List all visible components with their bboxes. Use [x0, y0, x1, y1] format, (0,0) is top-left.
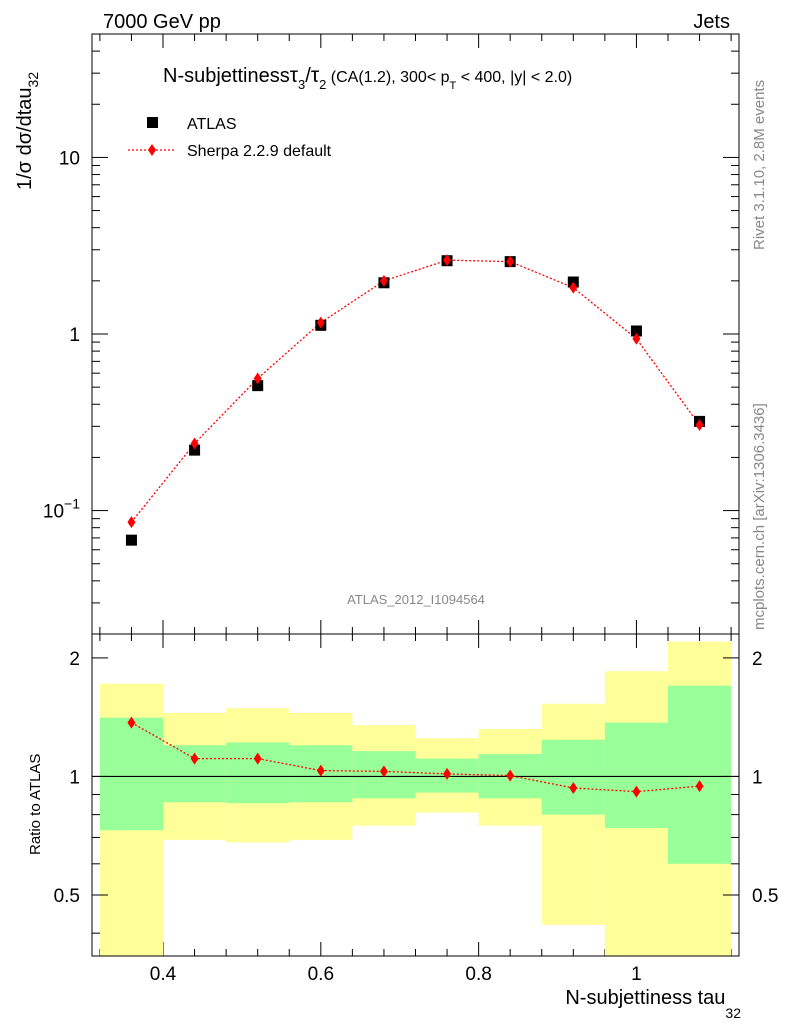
atlas-data-point	[125, 534, 137, 546]
ratio-sherpa-point	[632, 785, 641, 798]
title-cond: (CA(1.2), 300< p	[326, 69, 449, 86]
x-tick-label: 1	[631, 964, 642, 985]
atlas-data-point	[189, 444, 201, 456]
header-left-label: 7000 GeV pp	[103, 11, 221, 33]
legend-sherpa-marker	[148, 144, 156, 156]
title-main: N-subjettiness	[163, 65, 290, 87]
legend-sherpa-label: Sherpa 2.2.9 default	[187, 143, 332, 160]
sherpa-data-point	[316, 316, 325, 329]
mcplots-reference-label: mcplots.cern.ch [arXiv:1306.3436]	[751, 403, 768, 630]
ratio-sherpa-point	[316, 764, 325, 777]
sherpa-data-point	[506, 255, 515, 268]
ratio-sherpa-line	[131, 722, 700, 793]
sherpa-data-point	[443, 254, 452, 267]
title-cond2: < 400, |y| < 2.0)	[456, 69, 572, 86]
legend: ATLAS Sherpa 2.2.9 default	[128, 116, 332, 160]
tick-label-exponent: −1	[64, 496, 80, 512]
sherpa-data-point	[253, 372, 262, 385]
sherpa-data-point	[695, 419, 704, 432]
ratio-sherpa-point	[695, 780, 704, 793]
ratio-y-tick-label: 2	[69, 649, 80, 670]
header-right-label: Jets	[693, 11, 730, 33]
legend-atlas-marker	[147, 117, 158, 128]
ratio-sherpa-point	[127, 716, 136, 729]
sherpa-data-point	[379, 274, 388, 287]
ratio-sherpa-point	[569, 781, 578, 794]
title-sym-a: τ	[290, 64, 299, 87]
ratio-panel: 0.4 0.6 0.8 1 0.5 0.5 1 1 2 2	[54, 641, 778, 985]
main-y-label-sub: 32	[25, 72, 41, 88]
inner-uncertainty-band	[99, 717, 164, 831]
x-axis-label: N-subjettiness tau32	[565, 987, 741, 1021]
ratio-y-tick-label-right: 0.5	[752, 886, 778, 907]
main-y-label-text: 1/σ dσ/dtau	[14, 87, 36, 190]
inner-uncertainty-band	[604, 722, 668, 828]
title-sub3: 3	[298, 77, 305, 92]
inner-uncertainty-band	[667, 685, 732, 864]
ratio-y-tick-label-right: 2	[752, 649, 763, 670]
x-tick-label: 0.6	[308, 964, 334, 985]
inner-uncertainty-band	[541, 739, 605, 815]
inner-uncertainty-band	[226, 742, 290, 804]
title-sub2: 2	[319, 77, 326, 92]
sherpa-data-point	[632, 332, 641, 345]
main-y-tick-label: 1	[69, 325, 80, 346]
ratio-sherpa-point	[443, 767, 452, 780]
x-tick-label: 0.8	[465, 964, 491, 985]
atlas-data-point	[630, 325, 642, 337]
analysis-watermark: ATLAS_2012_I1094564	[347, 592, 485, 607]
sherpa-data-point	[569, 281, 578, 294]
ratio-sherpa-point	[190, 752, 199, 765]
sherpa-line	[130, 259, 701, 523]
ratio-panel-frame	[91, 633, 740, 957]
sherpa-data-point	[127, 516, 136, 529]
title-sym-b: τ	[311, 64, 320, 87]
tick-label-base: 10	[43, 502, 64, 523]
title-subT: T	[450, 80, 457, 92]
ratio-sherpa-point	[379, 765, 388, 778]
x-tick-label: 0.4	[150, 964, 177, 985]
sherpa-data-point	[190, 437, 199, 450]
x-label-sub: 32	[725, 1005, 741, 1021]
ratio-y-tick-label: 0.5	[54, 886, 80, 907]
title-slash: /	[305, 65, 311, 87]
main-y-axis-label: 1/σ dσ/dtau32	[14, 72, 41, 190]
main-y-tick-label: 10	[59, 148, 80, 169]
ratio-sherpa-point	[506, 769, 515, 782]
ratio-y-axis-label: Ratio to ATLAS	[27, 754, 44, 855]
x-label-text: N-subjettiness tau	[565, 987, 725, 1009]
atlas-data-point	[252, 380, 264, 392]
ratio-y-tick-label: 1	[69, 767, 80, 788]
rivet-version-label: Rivet 3.1.10, 2.8M events	[751, 80, 768, 250]
main-y-tick-label: 10−1	[43, 496, 80, 523]
legend-atlas-label: ATLAS	[187, 116, 237, 133]
chart-title: N-subjettinessτ3/τ2 (CA(1.2), 300< pT < …	[163, 64, 572, 92]
ratio-y-tick-label-right: 1	[752, 767, 763, 788]
ratio-sherpa-point	[253, 752, 262, 765]
